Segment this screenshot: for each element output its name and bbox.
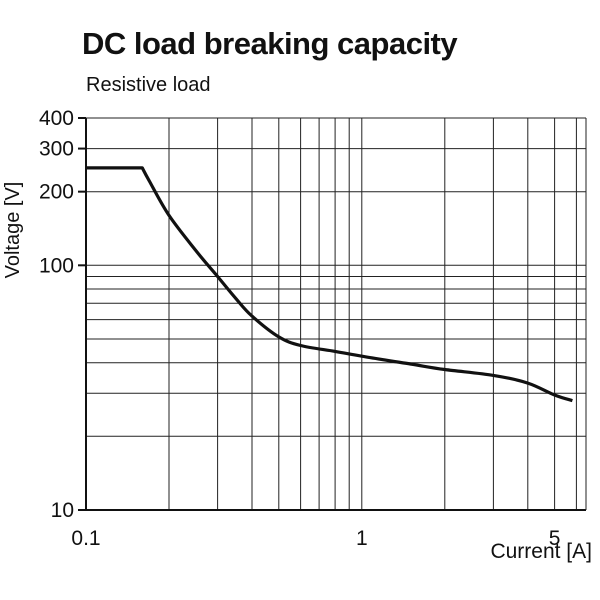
y-tick-label: 400 [39, 107, 74, 130]
y-tick-label: 10 [51, 499, 74, 522]
chart-title: DC load breaking capacity [82, 26, 458, 61]
x-tick-label: 0.1 [71, 527, 100, 550]
x-axis-label: Current [A] [490, 540, 592, 563]
x-tick-label: 5 [549, 527, 561, 550]
y-tick-label: 300 [39, 138, 74, 161]
x-tick-label: 1 [356, 527, 368, 550]
chart-subtitle: Resistive load [86, 74, 211, 96]
series-layer [86, 166, 573, 403]
tick-label-layer: 10 100 200 300 400 0.1 1 5 [39, 107, 560, 550]
axis-layer [78, 117, 587, 511]
series-line [86, 166, 573, 403]
y-tick-label: 200 [39, 181, 74, 204]
y-tick-label: 100 [39, 254, 74, 277]
grid-layer [86, 117, 586, 510]
